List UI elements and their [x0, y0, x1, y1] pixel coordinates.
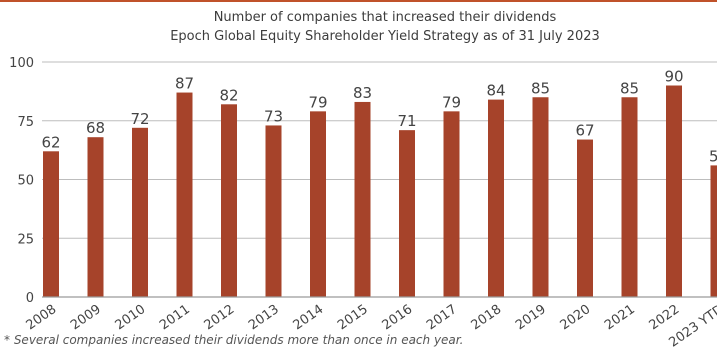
bar [532, 97, 549, 297]
data-label: 56 [709, 147, 717, 165]
data-label: 67 [575, 122, 594, 140]
data-label: 71 [397, 112, 416, 130]
x-tick-label: 2019 [513, 302, 549, 333]
bar [176, 92, 193, 297]
x-tick-label: 2016 [380, 302, 416, 333]
x-tick-label: 2015 [335, 302, 371, 333]
x-tick-label: 2020 [558, 302, 594, 333]
y-tick-label: 75 [17, 115, 34, 130]
bar [43, 151, 59, 297]
bar [132, 127, 148, 297]
x-tick-label: 2011 [157, 302, 193, 333]
x-tick-label: 2008 [24, 302, 60, 333]
chart-footnote: * Several companies increased their divi… [4, 333, 464, 347]
data-label: 79 [308, 93, 327, 111]
data-label: 87 [175, 75, 194, 93]
y-tick-label: 50 [17, 174, 34, 189]
x-tick-label: 2012 [202, 302, 238, 333]
x-tick-label: 2021 [602, 302, 638, 333]
y-tick-label: 25 [17, 232, 34, 247]
data-label: 72 [130, 110, 149, 128]
data-label: 90 [664, 68, 683, 86]
bar [621, 97, 638, 297]
chart-title: Number of companies that increased their… [213, 10, 557, 25]
y-tick-label: 0 [26, 291, 34, 306]
bar [488, 99, 504, 297]
bar [443, 111, 460, 297]
data-label: 82 [219, 86, 238, 104]
data-label: 68 [86, 119, 105, 137]
chart-subtitle: Epoch Global Equity Shareholder Yield St… [170, 29, 600, 44]
data-label: 85 [531, 79, 550, 97]
x-tick-label: 2017 [424, 302, 460, 333]
data-label: 73 [264, 107, 283, 125]
data-label: 83 [353, 84, 372, 102]
data-label: 85 [620, 79, 639, 97]
bar [666, 85, 682, 297]
x-tick-label: 2018 [469, 302, 505, 333]
bar [310, 111, 326, 297]
bar [87, 137, 104, 297]
data-label: 79 [442, 93, 461, 111]
bar [354, 101, 371, 297]
y-tick-label: 100 [9, 56, 34, 71]
x-tick-label: 2013 [246, 302, 282, 333]
x-tick-label: 2010 [113, 302, 149, 333]
x-tick-label: 2022 [647, 302, 683, 333]
bar [265, 125, 282, 297]
data-label: 62 [41, 133, 60, 151]
x-tick-label: 2009 [68, 302, 104, 333]
bar [577, 139, 593, 297]
data-label: 84 [486, 82, 505, 100]
bar [710, 165, 717, 297]
bar [399, 130, 415, 297]
x-tick-label: 2014 [291, 302, 327, 333]
top-accent-rule [0, 0, 717, 2]
bar [221, 104, 237, 297]
